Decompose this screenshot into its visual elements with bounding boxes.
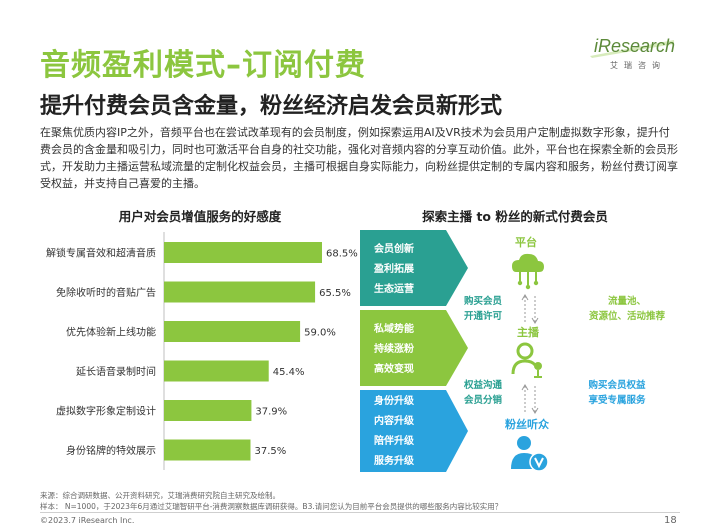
category-label: 身份铭牌的特效展示 xyxy=(66,444,156,457)
band-shape-middle xyxy=(360,310,468,386)
source-line: 来源：综合调研数据、公开资料研究，艾瑞消费研究院自主研究及绘制。 xyxy=(40,491,280,500)
lower-left-label: 会员分销 xyxy=(464,395,503,406)
bar xyxy=(164,360,269,382)
iresearch-logo: iResearch 艾瑞咨询 xyxy=(588,36,678,80)
bar-chart: 解锁专属音效和超清音质 68.5% 免除收听时的音贴广告 65.5% 优先体验新上线功能… xyxy=(46,232,358,470)
data-label: 68.5% xyxy=(326,249,358,260)
band-middle-line: 私域势能 xyxy=(374,324,414,335)
logo-swoosh-icon xyxy=(590,40,674,58)
bar xyxy=(164,281,316,303)
band-top-text: 会员创新 盈利拓展 生态运营 xyxy=(374,240,414,300)
bar xyxy=(164,400,252,421)
footer-divider xyxy=(40,512,680,513)
data-label: 65.5% xyxy=(319,288,351,299)
category-label: 延长语音录制时间 xyxy=(76,365,156,378)
band-bottom-line: 服务升级 xyxy=(374,456,414,467)
fans-label: 粉丝听众 xyxy=(505,418,549,431)
upper-arrows-icon xyxy=(521,294,539,324)
source-note: 来源：综合调研数据、公开资料研究，艾瑞消费研究院自主研究及绘制。 样本： N=1… xyxy=(40,490,680,512)
page-subtitle: 提升付费会员含金量，粉丝经济启发会员新形式 xyxy=(40,94,503,119)
data-label: 37.5% xyxy=(254,446,286,457)
lower-arrows-icon xyxy=(521,384,539,414)
band-bottom-line: 内容升级 xyxy=(374,416,414,427)
category-label: 免除收听时的音贴广告 xyxy=(56,286,156,299)
intro-paragraph: 在聚焦优质内容IP之外，音频平台也在尝试改革现有的会员制度，例如探索运用AI及V… xyxy=(40,126,678,190)
lower-right-label: 享受专属服务 xyxy=(588,395,646,406)
band-bottom-line: 身份升级 xyxy=(374,396,414,407)
band-shape-bottom xyxy=(360,390,468,472)
data-label: 45.4% xyxy=(273,367,305,378)
data-label: 59.0% xyxy=(304,328,336,339)
bar xyxy=(164,242,322,263)
streamer-label: 主播 xyxy=(517,326,539,339)
user-vip-fans-icon xyxy=(511,436,549,472)
copyright: ©2023.7 iResearch Inc. xyxy=(40,516,135,525)
band-top-line: 生态运营 xyxy=(374,284,414,295)
lower-left-labels: 权益沟通 会员分销 xyxy=(464,378,502,408)
upper-right-label: 流量池、 xyxy=(607,296,646,307)
data-label: 37.9% xyxy=(255,407,287,418)
band-top-line: 盈利拓展 xyxy=(374,264,414,275)
lower-left-label: 权益沟通 xyxy=(464,380,503,391)
logo-text: iResearch xyxy=(594,36,676,56)
category-label: 优先体验新上线功能 xyxy=(66,326,156,339)
page-title: 音频盈利模式–订阅付费 xyxy=(40,48,366,83)
platform-label: 平台 xyxy=(515,236,537,249)
logo-subtext: 艾瑞咨询 xyxy=(610,61,666,70)
bar xyxy=(164,439,251,461)
upper-left-label: 购买会员 xyxy=(464,296,503,307)
microphone-streamer-icon xyxy=(511,342,542,378)
membership-diagram: 会员创新 盈利拓展 生态运营 私域势能 持续涨粉 高效变现 身份升级 内容升级 … xyxy=(360,226,700,476)
diagram-title: 探索主播 to 粉丝的新式付费会员 xyxy=(422,209,608,224)
category-label: 虚拟数字形象定制设计 xyxy=(56,405,156,418)
band-middle-line: 高效变现 xyxy=(374,364,414,375)
category-label: 解锁专属音效和超清音质 xyxy=(46,247,156,260)
band-bottom-line: 陪伴升级 xyxy=(374,436,414,447)
chart-title: 用户对会员增值服务的好感度 xyxy=(118,209,282,224)
lower-right-label: 购买会员权益 xyxy=(588,380,646,391)
bar xyxy=(164,321,301,342)
upper-left-label: 开通许可 xyxy=(464,311,503,322)
upper-right-labels: 流量池、 资源位、活动推荐 xyxy=(582,294,672,324)
band-middle-text: 私域势能 持续涨粉 高效变现 xyxy=(374,320,414,380)
cloud-platform-icon xyxy=(512,253,544,290)
band-bottom-text: 身份升级 内容升级 陪伴升级 服务升级 xyxy=(374,392,414,472)
lower-right-labels: 购买会员权益 享受专属服务 xyxy=(572,378,662,408)
page-number: 18 xyxy=(664,515,677,526)
upper-right-label: 资源位、活动推荐 xyxy=(588,311,665,322)
sample-line: 样本： N=1000，于2023年6月通过艾瑞智研平台-消费洞察数据库调研获得。… xyxy=(40,502,503,511)
band-middle-line: 持续涨粉 xyxy=(374,344,414,355)
band-shape-top xyxy=(360,230,468,306)
band-shapes xyxy=(360,230,468,472)
band-top-line: 会员创新 xyxy=(374,244,414,255)
upper-left-labels: 购买会员 开通许可 xyxy=(464,294,502,324)
